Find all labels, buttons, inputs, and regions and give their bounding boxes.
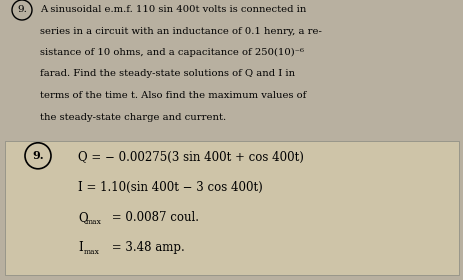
Text: sistance of 10 ohms, and a capacitance of 250(10)⁻⁶: sistance of 10 ohms, and a capacitance o… [40, 48, 303, 57]
Text: I: I [78, 241, 82, 254]
Text: max: max [85, 218, 101, 226]
Text: max: max [83, 248, 99, 256]
Text: A sinusoidal e.m.f. 110 sin 400t volts is connected in: A sinusoidal e.m.f. 110 sin 400t volts i… [40, 5, 306, 14]
Text: = 3.48 amp.: = 3.48 amp. [108, 241, 184, 254]
Text: terms of the time t. Also find the maximum values of: terms of the time t. Also find the maxim… [40, 91, 306, 100]
Text: farad. Find the steady-state solutions of Q and I in: farad. Find the steady-state solutions o… [40, 69, 294, 78]
Text: = 0.0087 coul.: = 0.0087 coul. [108, 211, 199, 224]
Text: 9.: 9. [32, 150, 44, 161]
Text: Q: Q [78, 211, 88, 224]
FancyBboxPatch shape [5, 141, 458, 275]
Text: the steady-state charge and current.: the steady-state charge and current. [40, 113, 225, 122]
Text: 9.: 9. [17, 6, 27, 15]
Text: I = 1.10(sin 400t − 3 cos 400t): I = 1.10(sin 400t − 3 cos 400t) [78, 181, 262, 194]
Text: series in a circuit with an inductance of 0.1 henry, a re-: series in a circuit with an inductance o… [40, 27, 321, 36]
Text: Q = − 0.00275(3 sin 400t + cos 400t): Q = − 0.00275(3 sin 400t + cos 400t) [78, 151, 303, 164]
